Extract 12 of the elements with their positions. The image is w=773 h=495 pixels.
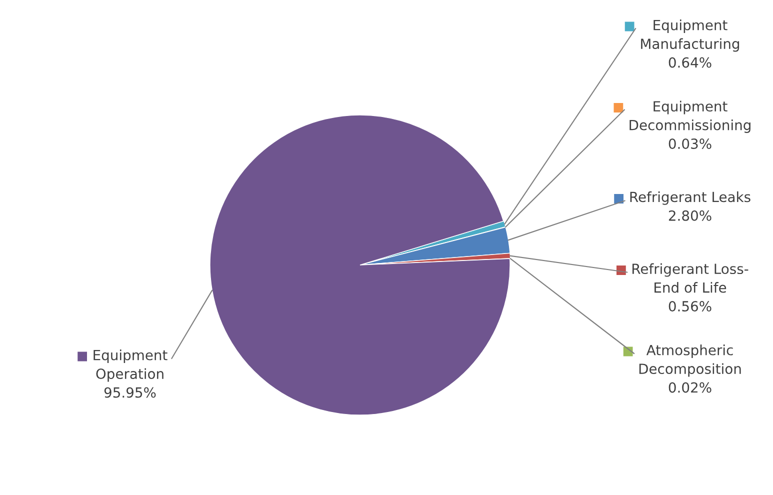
data-label: 0.02% <box>668 382 712 393</box>
legend-label: Atmospheric Decomposition <box>639 344 741 377</box>
legend-label: Equipment Decommissioning <box>630 100 750 133</box>
data-label: 95.95% <box>104 387 156 398</box>
legend-label: Refrigerant Loss- End of Life <box>632 263 748 293</box>
legend-label: Refrigerant Leaks <box>630 191 750 205</box>
data-label: 0.56% <box>668 300 712 312</box>
data-label: 0.64% <box>668 57 712 68</box>
data-label: 0.03% <box>668 138 712 149</box>
legend-label: Equipment Manufacturing <box>641 20 740 52</box>
data-label: 2.80% <box>668 210 712 221</box>
legend-label: Equipment Operation <box>94 350 168 382</box>
